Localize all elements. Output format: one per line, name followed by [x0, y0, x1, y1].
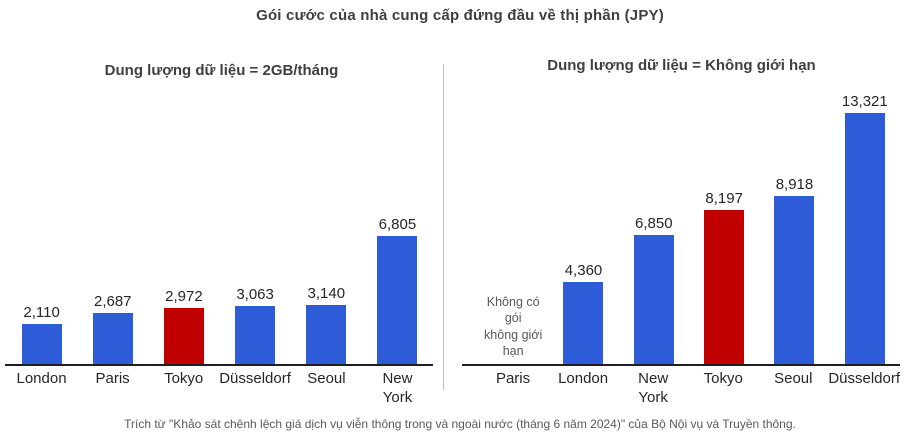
bar-tokyo	[704, 210, 745, 364]
bar-column-paris: Không có gói không giới hạn	[478, 90, 548, 364]
bar-seoul	[774, 196, 815, 364]
bar-seoul	[306, 305, 347, 364]
value-label-london: 4,360	[564, 262, 603, 279]
bar-new-york	[377, 236, 418, 364]
value-label-seoul: 3,140	[307, 285, 346, 302]
category-label-dusseldorf: Düsseldorf	[828, 370, 901, 387]
value-label-paris: 2,687	[93, 293, 132, 310]
bar-dusseldorf	[844, 113, 885, 364]
bar-plot-2gb: 2,110 2,687 2,972 3,063 3,140 6,805	[6, 90, 433, 364]
bar-tokyo	[163, 308, 204, 364]
value-label-dusseldorf: 13,321	[841, 93, 888, 110]
bar-column-tokyo: 8,197	[689, 90, 759, 364]
bar-column-london: 4,360	[548, 90, 618, 364]
category-label-london: London	[558, 370, 609, 387]
value-label-dusseldorf: 3,063	[236, 286, 274, 303]
x-axis-right	[462, 364, 900, 366]
bar-london	[563, 282, 604, 364]
value-label-tokyo: 2,972	[165, 288, 203, 305]
panel-right-subtitle: Dung lượng dữ liệu = Không giới hạn	[547, 57, 816, 74]
bar-column-paris: 2,687	[77, 90, 148, 364]
bar-column-seoul: 3,140	[291, 90, 362, 364]
value-label-london: 2,110	[23, 304, 60, 321]
category-label-new-york: New York	[638, 370, 669, 406]
category-label-tokyo: Tokyo	[164, 370, 204, 387]
category-label-tokyo: Tokyo	[703, 370, 743, 387]
bar-column-seoul: 8,918	[759, 90, 829, 364]
bar-dusseldorf	[235, 306, 276, 364]
value-label-seoul: 8,918	[775, 176, 814, 193]
bar-column-dusseldorf: 13,321	[830, 90, 900, 364]
bar-column-new-york: 6,805	[362, 90, 433, 364]
bar-plot-unlimited: Không có gói không giới hạn 4,360 6,850 8,1…	[478, 90, 900, 364]
category-label-seoul: Seoul	[774, 370, 813, 387]
bar-column-dusseldorf: 3,063	[220, 90, 291, 364]
x-axis-left	[5, 364, 433, 366]
bar-column-new-york: 6,850	[619, 90, 689, 364]
panel-left-subtitle: Dung lượng dữ liệu = 2GB/tháng	[104, 62, 339, 79]
category-axis-unlimited: Paris London New York Tokyo Seoul Düsseldorf	[478, 370, 900, 408]
category-label-seoul: Seoul	[307, 370, 346, 387]
category-label-london: London	[16, 370, 67, 387]
category-label-dusseldorf: Düsseldorf	[219, 370, 291, 387]
value-label-new-york: 6,805	[378, 216, 417, 233]
bar-london	[21, 324, 62, 364]
value-label-tokyo: 8,197	[705, 190, 743, 207]
no-data-note: Không có gói không giới hạn	[484, 295, 543, 358]
bar-column-london: 2,110	[6, 90, 77, 364]
value-label-new-york: 6,850	[635, 215, 673, 232]
chart-title: Gói cước của nhà cung cấp đứng đầu về th…	[256, 7, 664, 24]
category-label-new-york: New York	[382, 370, 413, 406]
category-axis-2gb: London Paris Tokyo Düsseldorf Seoul New York	[6, 370, 433, 408]
category-label-paris: Paris	[95, 370, 130, 387]
category-label-paris: Paris	[495, 370, 531, 387]
bar-new-york	[633, 235, 674, 364]
bar-paris	[92, 313, 133, 364]
panel-divider	[443, 64, 444, 390]
bar-column-tokyo: 2,972	[148, 90, 219, 364]
source-note: Trích từ "Khảo sát chênh lệch giá dịch v…	[124, 417, 796, 431]
